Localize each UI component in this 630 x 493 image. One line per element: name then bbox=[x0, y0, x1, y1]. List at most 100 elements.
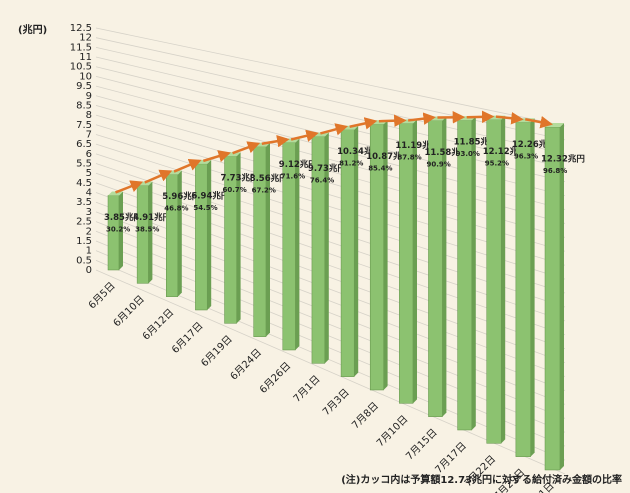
y-tick-label: 5 bbox=[86, 168, 92, 179]
ratio-label: 46.8% bbox=[164, 205, 188, 213]
plot: 00.511.522.533.544.555.566.577.588.599.5… bbox=[70, 23, 585, 493]
x-tick-label: 6月17日 bbox=[169, 320, 205, 356]
x-tick-label: 6月12日 bbox=[140, 306, 176, 342]
y-tick-label: 2.5 bbox=[76, 217, 92, 228]
y-tick-label: 1 bbox=[86, 246, 92, 257]
ratio-label: 93.0% bbox=[456, 150, 480, 158]
x-tick-label: 6月24日 bbox=[228, 346, 264, 382]
ratio-label: 71.6% bbox=[281, 173, 305, 181]
bar-side bbox=[560, 123, 564, 470]
ratio-label: 96.8% bbox=[543, 167, 567, 175]
ratio-label: 54.5% bbox=[193, 204, 217, 212]
ratio-label: 85.4% bbox=[368, 164, 392, 172]
y-tick-label: 4.5 bbox=[76, 178, 92, 189]
value-label: 6.94兆円 bbox=[191, 190, 229, 201]
value-label: 12.12兆円 bbox=[483, 146, 527, 157]
y-tick-label: 8 bbox=[86, 110, 92, 121]
y-tick-label: 9.5 bbox=[76, 81, 92, 92]
y-tick-label: 3.5 bbox=[76, 197, 92, 208]
x-tick-label: 6月10日 bbox=[111, 293, 147, 329]
value-label: 11.85兆円 bbox=[454, 137, 498, 148]
x-tick-label: 6月26日 bbox=[257, 360, 293, 396]
y-tick-label: 1.5 bbox=[76, 236, 92, 247]
value-label: 12.32兆円 bbox=[541, 154, 585, 165]
trend-arrow bbox=[115, 180, 144, 194]
y-tick-label: 7 bbox=[86, 129, 92, 140]
trend-arrow bbox=[173, 159, 202, 173]
y-tick-label: 10 bbox=[79, 71, 92, 82]
bar bbox=[486, 119, 502, 444]
bar-side bbox=[354, 125, 359, 377]
ratio-label: 76.4% bbox=[310, 176, 334, 184]
ratio-label: 81.2% bbox=[339, 160, 363, 168]
trend-arrow bbox=[349, 117, 378, 130]
y-tick-label: 4 bbox=[86, 188, 92, 199]
y-tick-label: 7.5 bbox=[76, 120, 92, 131]
x-tick-label: 7月15日 bbox=[404, 426, 440, 462]
trend-arrow bbox=[232, 141, 261, 155]
trend-arrow bbox=[378, 114, 407, 128]
bar bbox=[136, 185, 149, 284]
ratio-label: 95.2% bbox=[485, 160, 509, 168]
bar-side bbox=[413, 119, 417, 404]
trend-arrow bbox=[525, 116, 553, 129]
ratio-label: 87.8% bbox=[397, 153, 421, 161]
x-tick-label: 6月5日 bbox=[86, 280, 118, 312]
bar-side bbox=[207, 159, 212, 310]
bar bbox=[399, 123, 414, 404]
bar bbox=[195, 163, 208, 311]
y-tick-label: 10.5 bbox=[70, 62, 92, 73]
y-tick-label: 3 bbox=[86, 207, 92, 218]
bar-side bbox=[324, 132, 329, 364]
ratio-label: 96.3% bbox=[514, 152, 538, 160]
value-label: 11.58兆円 bbox=[424, 147, 468, 158]
value-label: 10.34兆円 bbox=[337, 146, 381, 157]
bar-top bbox=[108, 191, 123, 196]
ratio-label: 38.5% bbox=[135, 225, 159, 233]
value-label: 9.73兆円 bbox=[308, 163, 346, 174]
trend-arrow bbox=[466, 110, 495, 124]
trend-arrow bbox=[261, 134, 290, 148]
value-label: 11.19兆円 bbox=[395, 140, 439, 151]
value-label: 12.26兆円 bbox=[512, 139, 556, 150]
value-label: 7.73兆円 bbox=[221, 173, 259, 184]
ratio-label: 90.9% bbox=[426, 160, 450, 168]
trend-arrow bbox=[408, 112, 436, 125]
y-tick-label: 6.5 bbox=[76, 139, 92, 150]
bar-side bbox=[236, 152, 241, 324]
x-tick-label: 6月19日 bbox=[199, 333, 235, 369]
y-tick-label: 11 bbox=[79, 52, 92, 63]
y-tick-label: 6 bbox=[86, 149, 92, 160]
trend-arrow bbox=[202, 150, 231, 163]
bar-side bbox=[119, 191, 123, 270]
bar-side bbox=[266, 142, 270, 337]
y-tick-label: 12 bbox=[79, 33, 92, 44]
bar-side bbox=[177, 170, 182, 297]
trend-arrow bbox=[144, 169, 173, 184]
bar-side bbox=[501, 115, 506, 444]
trend-arrow bbox=[495, 112, 524, 125]
x-tick-label: 7月8日 bbox=[350, 400, 382, 432]
y-tick-label: 11.5 bbox=[70, 42, 92, 53]
bar bbox=[457, 119, 473, 431]
bar-side bbox=[442, 116, 447, 417]
bar-side bbox=[295, 138, 300, 350]
trend-arrow bbox=[320, 123, 349, 136]
bar bbox=[515, 122, 531, 457]
y-tick-label: 8.5 bbox=[76, 100, 92, 111]
ratio-label: 30.2% bbox=[106, 225, 130, 233]
y-tick-label: 12.5 bbox=[70, 23, 92, 34]
x-tick-label: 7月10日 bbox=[374, 413, 410, 449]
grid-line bbox=[95, 27, 566, 127]
bar-side bbox=[530, 118, 535, 457]
x-tick-label: 7月17日 bbox=[433, 440, 469, 476]
y-tick-label: 0.5 bbox=[76, 255, 92, 266]
bar-side bbox=[148, 181, 153, 284]
value-label: 8.56兆円 bbox=[250, 173, 288, 184]
ratio-label: 60.7% bbox=[223, 186, 247, 194]
y-tick-label: 9 bbox=[86, 91, 92, 102]
y-tick-label: 0 bbox=[86, 265, 92, 276]
ratio-label: 67.2% bbox=[252, 187, 276, 195]
y-axis-label: (兆円) bbox=[18, 23, 47, 36]
